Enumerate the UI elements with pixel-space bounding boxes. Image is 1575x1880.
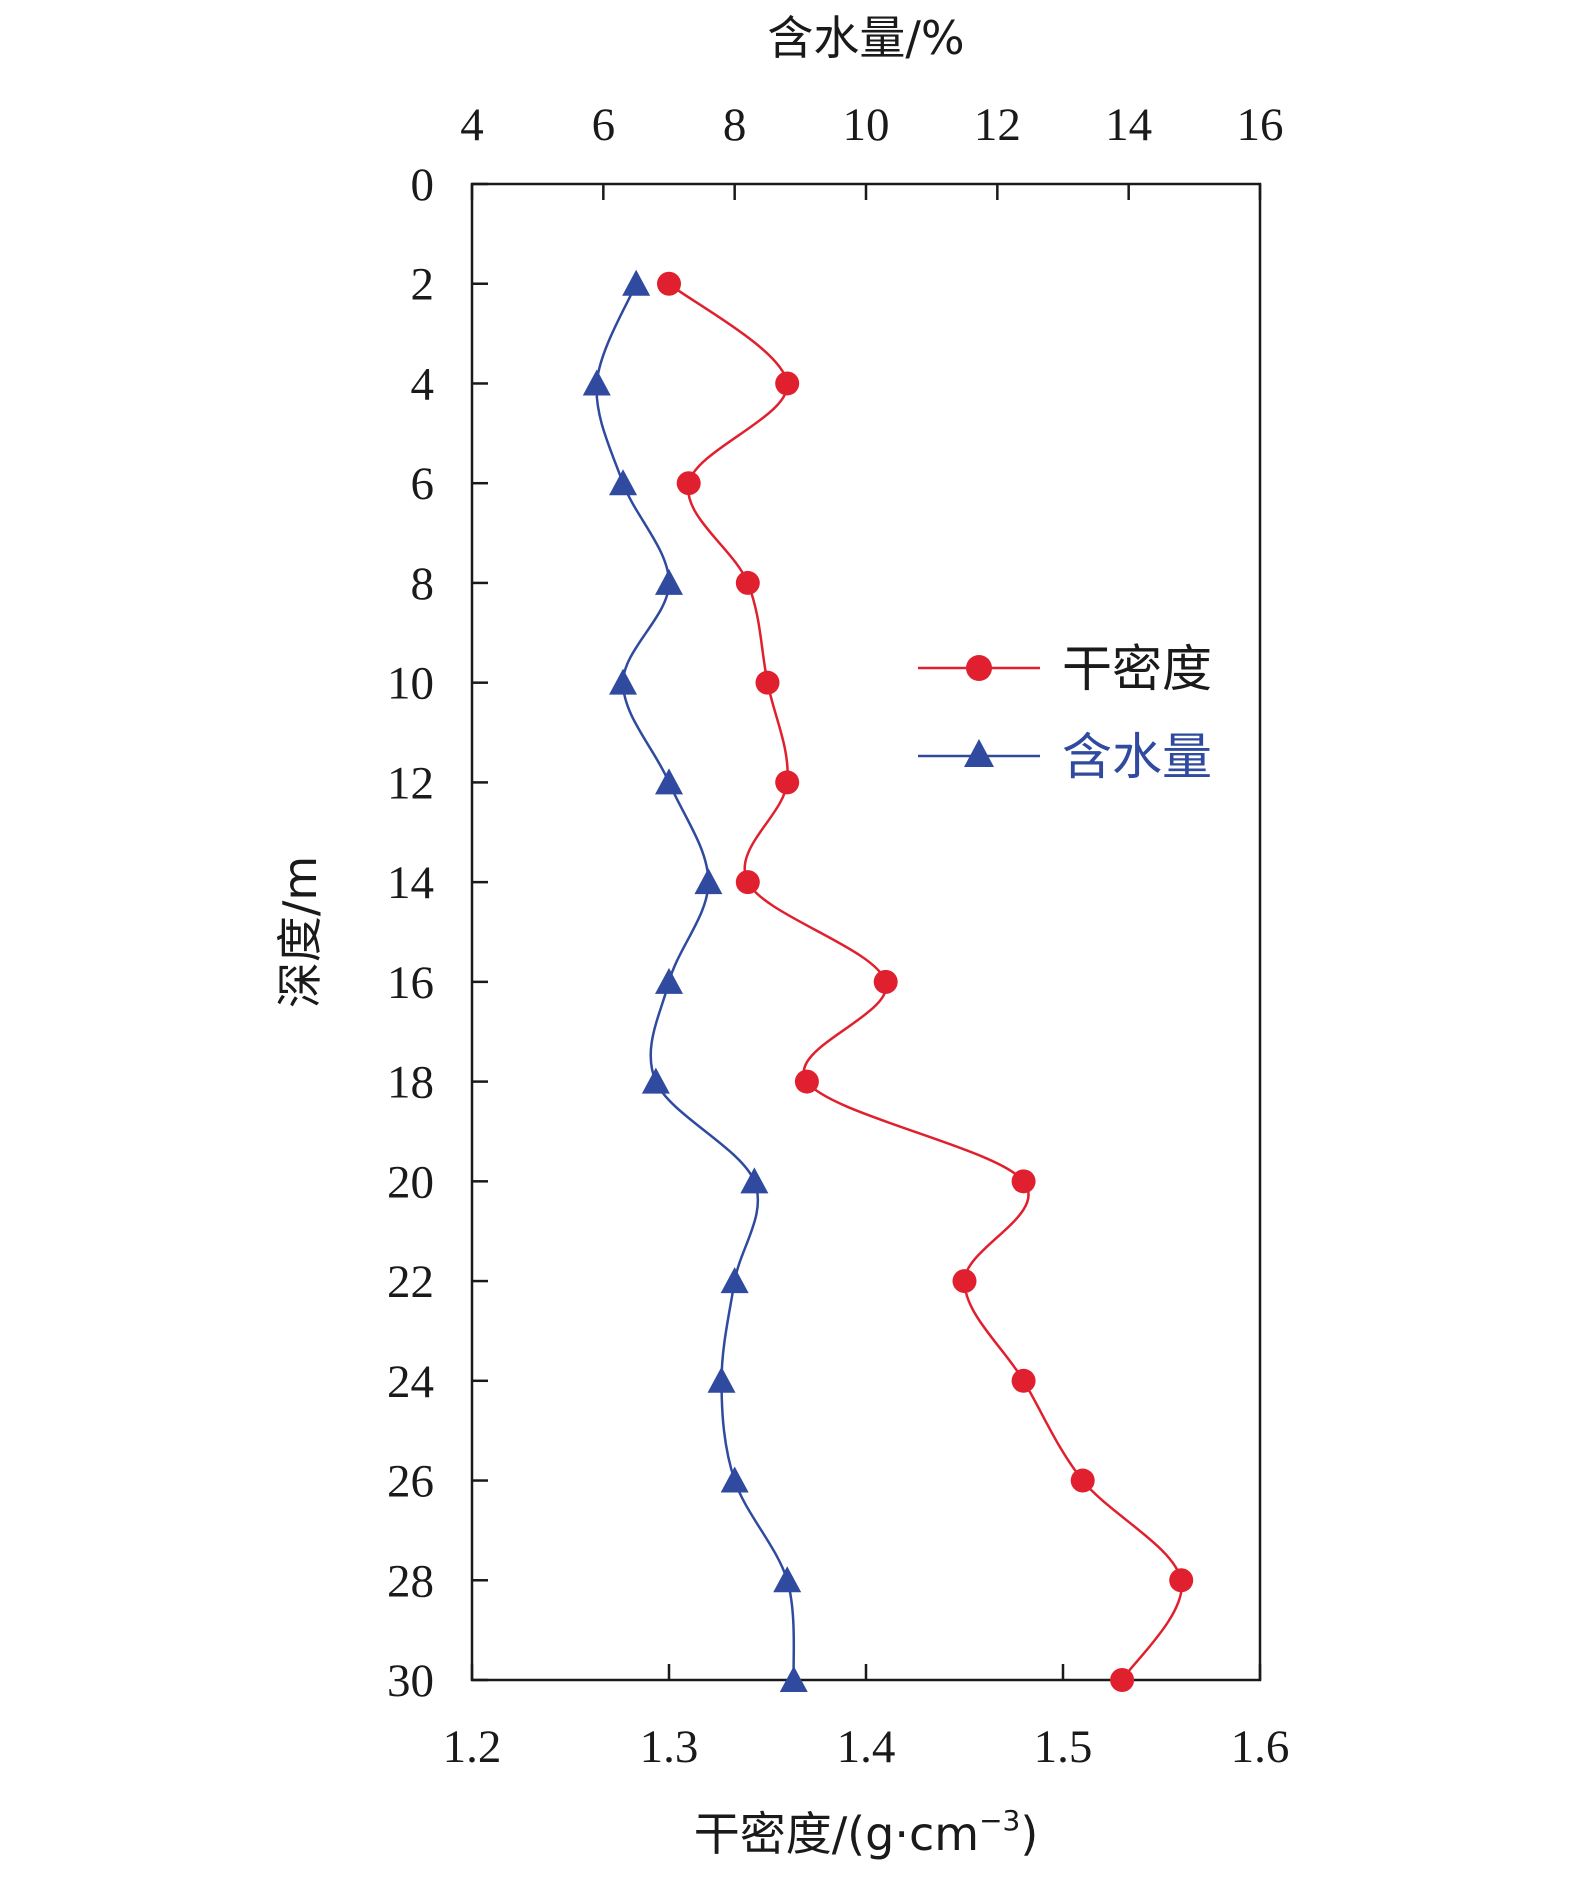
bottom-axis-title: 干密度/(g·cm−3): [694, 1804, 1039, 1861]
left-axis-title: 深度/m: [273, 856, 327, 1008]
bottom-tick-label: 1.5: [1034, 1721, 1093, 1773]
legend-marker-dry-density: [966, 655, 992, 681]
data-point-dry-density: [657, 271, 681, 296]
bottom-tick-label: 1.4: [837, 1721, 896, 1773]
data-point-water-content: [694, 868, 723, 895]
data-point-water-content: [622, 269, 651, 296]
left-tick-label: 18: [387, 1057, 434, 1109]
legend: 干密度 含水量: [918, 640, 1212, 786]
bottom-axis-title-sup: −3: [979, 1804, 1020, 1837]
bottom-tick-label: 1.3: [640, 1721, 699, 1773]
left-tick-label: 20: [387, 1156, 434, 1208]
data-point-dry-density: [952, 1269, 977, 1294]
top-axis-title: 含水量/%: [767, 11, 964, 65]
data-point-dry-density: [1070, 1468, 1095, 1493]
left-tick-label: 8: [411, 558, 435, 610]
bottom-axis-title-suffix: ): [1020, 1807, 1038, 1861]
data-point-dry-density: [1011, 1169, 1036, 1194]
left-tick-label: 24: [387, 1356, 434, 1408]
data-point-dry-density: [1169, 1568, 1194, 1593]
top-tick-label: 6: [592, 99, 616, 151]
data-point-dry-density: [873, 969, 898, 994]
data-point-water-content: [609, 668, 638, 695]
legend-marker-water-content: [964, 739, 994, 767]
bottom-tick-label: 1.2: [443, 1721, 502, 1773]
data-point-water-content: [720, 1267, 749, 1294]
data-point-water-content: [779, 1666, 808, 1692]
top-tick-label: 14: [1105, 99, 1152, 151]
top-tick-label: 4: [460, 99, 484, 151]
data-point-dry-density: [1110, 1668, 1135, 1692]
data-point-water-content: [720, 1466, 749, 1493]
left-tick-label: 26: [387, 1456, 434, 1508]
bottom-tick-label: 1.6: [1231, 1721, 1290, 1773]
top-tick-label: 12: [974, 99, 1021, 151]
left-tick-label: 30: [387, 1655, 434, 1707]
data-point-water-content: [740, 1167, 769, 1194]
data-point-dry-density: [735, 870, 760, 895]
left-tick-label: 16: [387, 957, 434, 1009]
top-tick-label: 16: [1237, 99, 1284, 151]
left-tick-label: 12: [387, 757, 434, 809]
data-point-water-content: [655, 768, 683, 795]
data-point-dry-density: [755, 670, 780, 695]
data-point-dry-density: [676, 471, 701, 496]
data-point-dry-density: [1011, 1368, 1036, 1393]
data-point-dry-density: [735, 570, 760, 595]
left-tick-label: 22: [387, 1256, 434, 1308]
legend-label-dry-density: 干密度: [1062, 640, 1212, 698]
data-point-water-content: [641, 1067, 670, 1094]
bottom-axis-title-prefix: 干密度/(g·cm: [694, 1807, 979, 1861]
left-tick-label: 4: [411, 358, 435, 410]
legend-label-water-content: 含水量: [1062, 728, 1212, 786]
left-tick-label: 0: [411, 159, 435, 211]
data-point-dry-density: [775, 770, 800, 795]
data-point-water-content: [582, 369, 611, 396]
data-point-dry-density: [775, 371, 800, 396]
left-tick-label: 14: [387, 857, 434, 909]
data-point-dry-density: [794, 1069, 819, 1094]
data-point-water-content: [655, 568, 683, 595]
left-tick-label: 10: [387, 658, 434, 710]
data-point-water-content: [655, 967, 683, 994]
left-tick-label: 28: [387, 1555, 434, 1607]
data-point-water-content: [609, 469, 638, 496]
data-point-water-content: [773, 1566, 802, 1593]
top-tick-label: 10: [843, 99, 890, 151]
left-tick-label: 6: [411, 458, 435, 510]
data-point-water-content: [707, 1366, 736, 1393]
left-tick-label: 2: [411, 259, 435, 311]
top-tick-label: 8: [723, 99, 747, 151]
series-layer: [582, 269, 1194, 1692]
